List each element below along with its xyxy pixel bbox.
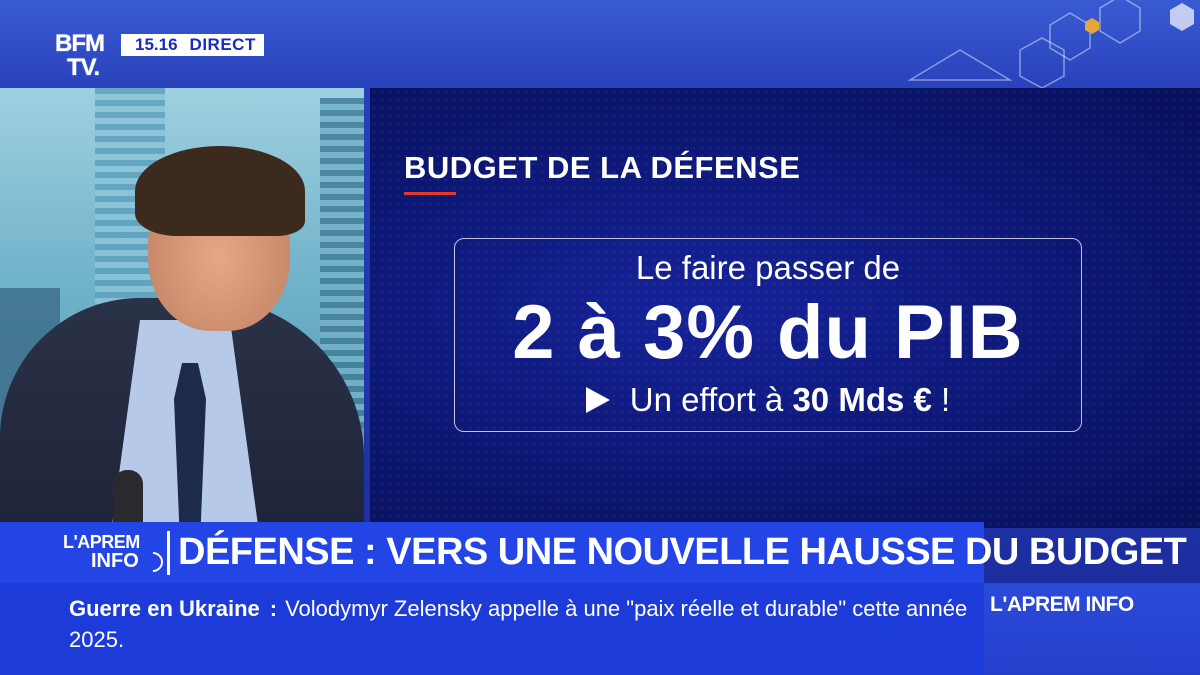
- show-logo-bottom: INFO: [91, 550, 139, 572]
- title-underline: [404, 192, 456, 195]
- logo-line1: BFM: [55, 30, 105, 57]
- callout-line3-prefix: Un effort à: [629, 381, 793, 418]
- graphic-title: BUDGET DE LA DÉFENSE: [404, 150, 801, 185]
- clock-time: 15.16: [121, 34, 186, 56]
- ticker-text: Guerre en Ukraine: Volodymyr Zelensky app…: [69, 593, 969, 655]
- play-arrow-icon: [585, 387, 610, 413]
- hexagon-decoration: [907, 0, 1194, 89]
- show-logo: L'APREM INFO: [57, 530, 168, 577]
- logo-line2: TV.: [67, 54, 100, 81]
- callout-headline-figure: 2 à 3% du PIB: [512, 290, 1024, 375]
- ticker-separator: :: [269, 596, 278, 621]
- news-ticker: [0, 583, 984, 675]
- headline-band: [0, 522, 984, 583]
- channel-logo: BFM TV.: [55, 32, 115, 84]
- time-live-bar: 15.16 DIRECT: [121, 34, 264, 56]
- presenter-tie: [174, 363, 206, 528]
- callout-line3-suffix: !: [931, 381, 951, 418]
- graphic-callout-box: Le faire passer de 2 à 3% du PIB Un effo…: [454, 238, 1082, 432]
- headline-separator: [167, 531, 170, 575]
- presenter-hair: [135, 146, 305, 236]
- info-graphic-panel: BUDGET DE LA DÉFENSE Le faire passer de …: [370, 88, 1200, 528]
- microphone-icon: [113, 470, 143, 528]
- callout-line3: Un effort à 30 Mds € !: [455, 381, 1081, 419]
- headline-text: DÉFENSE : VERS UNE NOUVELLE HAUSSE DU BU…: [178, 531, 1187, 573]
- ticker-topic: Guerre en Ukraine: [69, 596, 260, 621]
- brand-label: L'APREM INFO: [990, 593, 1134, 616]
- ticker-message: Volodymyr Zelensky appelle à une "paix r…: [69, 596, 968, 652]
- brand-box: [984, 583, 1200, 675]
- live-badge: DIRECT: [185, 34, 264, 56]
- show-logo-top: L'APREM: [63, 532, 140, 552]
- callout-amount: 30 Mds €: [792, 381, 932, 418]
- callout-line1: Le faire passer de: [635, 249, 901, 286]
- presenter-video: [0, 88, 364, 528]
